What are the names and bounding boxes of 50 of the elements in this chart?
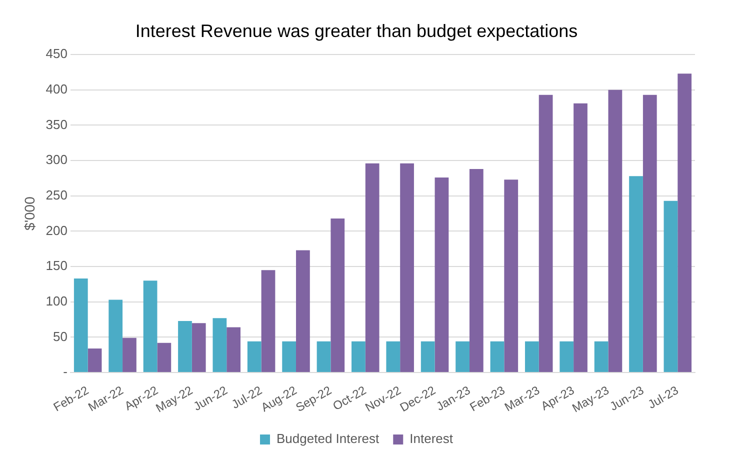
- bar: [469, 169, 484, 372]
- y-tick-label: 350: [46, 116, 68, 132]
- y-axis-title: $'000: [21, 196, 38, 230]
- y-tick-label: 200: [46, 222, 68, 238]
- bar: [560, 341, 574, 372]
- bar: [524, 341, 539, 372]
- bar: [642, 94, 657, 372]
- bar: [143, 280, 158, 372]
- bar: [490, 341, 504, 372]
- bar: [434, 178, 449, 372]
- bar: [122, 338, 136, 372]
- bar: [352, 341, 366, 372]
- bar: [538, 94, 553, 372]
- bar: [282, 341, 296, 372]
- y-tick-label: 450: [46, 46, 68, 62]
- bar: [420, 341, 435, 372]
- bar: [365, 163, 380, 372]
- bar: [504, 180, 518, 372]
- chart-title: Interest Revenue was greater than budget expectations: [135, 20, 578, 41]
- bar: [594, 341, 608, 372]
- bar: [456, 341, 470, 372]
- y-tick-label: -: [63, 364, 68, 380]
- bar: [157, 342, 172, 372]
- bar: [108, 300, 123, 372]
- y-tick-label: 50: [53, 328, 68, 344]
- bar: [330, 218, 345, 372]
- legend-label: Interest: [410, 431, 454, 446]
- bar: [88, 348, 102, 372]
- bar: [386, 341, 400, 372]
- y-tick-label: 250: [46, 187, 68, 202]
- bar: [178, 320, 192, 372]
- bar: [629, 176, 643, 372]
- bar: [608, 90, 622, 372]
- y-tick-label: 400: [46, 82, 68, 97]
- bar: [247, 341, 262, 372]
- y-tick-label: 100: [46, 293, 68, 308]
- y-tick-label: 300: [46, 152, 68, 168]
- bar: [664, 200, 678, 372]
- bar: [296, 250, 310, 372]
- bar: [400, 163, 414, 372]
- bar: [192, 323, 206, 372]
- bar: [574, 103, 588, 372]
- bar: [212, 318, 227, 372]
- legend-label: Budgeted Interest: [276, 431, 380, 446]
- bar: [678, 74, 692, 372]
- bar: [316, 341, 331, 372]
- bar: [74, 278, 88, 372]
- bar: [261, 270, 276, 372]
- bar: [226, 327, 240, 372]
- y-tick-label: 150: [46, 258, 68, 274]
